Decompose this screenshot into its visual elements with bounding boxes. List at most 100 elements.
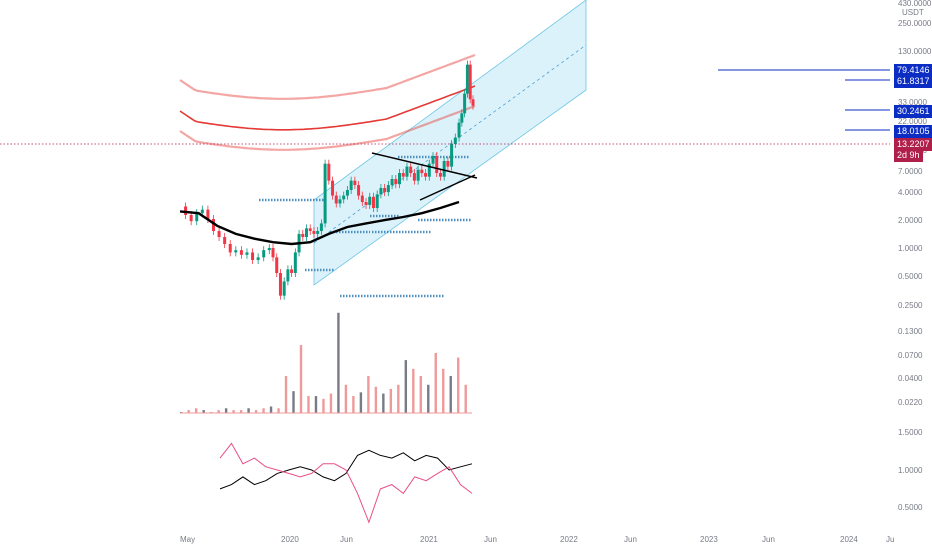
candle-body-43 — [368, 196, 372, 205]
price-tag-2: 30.2461 — [894, 105, 932, 118]
candle-body-22 — [290, 269, 294, 274]
candle-body-18 — [275, 257, 279, 274]
candle-body-68 — [460, 113, 464, 123]
time-tick-6: Jun — [624, 535, 637, 544]
lower-line-b — [219, 442, 473, 524]
candle-body-8 — [223, 237, 227, 245]
candle-body-67 — [457, 122, 461, 138]
candle-body-19 — [278, 273, 282, 296]
volume-bar-16 — [299, 345, 303, 413]
volume-bar-32 — [419, 376, 422, 413]
candle-body-26 — [305, 228, 309, 238]
candle-body-1 — [184, 206, 188, 216]
candle-body-35 — [338, 199, 342, 204]
volume-bar-10 — [254, 410, 258, 413]
price-tick-5: 22.0000 — [898, 117, 927, 126]
volume-bar-3 — [202, 410, 205, 413]
price-tag-5: 2d 9h — [894, 149, 923, 162]
price-levels — [0, 69, 890, 145]
volume-bar-33 — [427, 384, 430, 413]
unit-label: USDT — [902, 8, 924, 17]
candle-body-28 — [312, 231, 316, 234]
candle-body-54 — [409, 166, 413, 174]
volume-bar-28 — [389, 388, 393, 413]
price-tick-13: 0.1300 — [898, 327, 923, 336]
candle-body-31 — [323, 163, 327, 224]
volume-bar-6 — [224, 408, 228, 413]
price-tick-10: 1.0000 — [898, 244, 923, 253]
time-tick-3: 2021 — [420, 535, 438, 544]
candle-body-39 — [353, 180, 357, 186]
candle-body-12 — [245, 252, 249, 255]
candle-body-30 — [319, 223, 323, 232]
trendline — [371, 152, 478, 201]
candle-body-23 — [293, 252, 297, 274]
time-tick-8: Jun — [762, 535, 775, 544]
volume-bar-8 — [239, 410, 243, 413]
candle-body-56 — [416, 169, 420, 181]
price-tick-4: 33.0000 — [898, 98, 927, 107]
trendline-lower — [419, 174, 476, 201]
time-tick-1: 2020 — [281, 535, 299, 544]
volume-bar-38 — [464, 384, 467, 413]
time-axis[interactable]: May 2020 Jun 2021 Jun 2022 Jun 2023 Jun 2024 Ju — [180, 535, 894, 544]
candle-body-37 — [345, 190, 349, 196]
lower-line-a — [219, 449, 473, 490]
volume-bar-29 — [397, 384, 400, 413]
candle-body-50 — [394, 179, 398, 185]
volume-bar-19 — [322, 398, 325, 413]
volume-bar-9 — [247, 408, 250, 413]
lower-tick-1: 1.0000 — [898, 466, 923, 475]
candle-body-5 — [206, 209, 210, 219]
candle-body-52 — [401, 173, 405, 177]
candle-body-6 — [211, 219, 215, 232]
price-tick-15: 0.0400 — [898, 374, 923, 383]
candle-body-72 — [471, 99, 475, 106]
candle-body-71 — [468, 64, 472, 100]
candle-body-20 — [282, 281, 286, 296]
candle-body-17 — [271, 248, 275, 258]
volume-bar-14 — [284, 376, 288, 413]
volume-bar-5 — [217, 410, 220, 413]
candle-body-57 — [420, 169, 424, 174]
candle-body-47 — [383, 187, 387, 193]
volume-bar-35 — [442, 368, 445, 413]
volume-bar-7 — [232, 410, 235, 413]
candle-body-41 — [360, 195, 364, 203]
candle-body-7 — [217, 231, 221, 238]
candle-body-11 — [239, 250, 243, 255]
price-tag-1: 61.8317 — [894, 75, 932, 88]
volume-bar-36 — [449, 376, 452, 413]
candle-body-48 — [386, 185, 390, 193]
candle-body-49 — [390, 179, 394, 186]
candle-body-51 — [398, 173, 402, 185]
volume-bar-27 — [382, 393, 385, 413]
candle-body-65 — [450, 144, 454, 167]
volume-bar-21 — [337, 312, 340, 413]
candle-body-53 — [405, 166, 409, 177]
volume-bar-23 — [352, 396, 355, 413]
volume-bar-30 — [404, 360, 408, 413]
volume-bar-37 — [457, 357, 460, 413]
price-tick-9: 2.0000 — [898, 216, 923, 225]
candle-body-55 — [412, 173, 416, 181]
volume-bar-31 — [412, 368, 415, 413]
price-tick-2: 130.0000 — [898, 47, 932, 56]
price-tick-7: 7.0000 — [898, 167, 923, 176]
band-lower — [179, 104, 476, 151]
price-tick-14: 0.0700 — [898, 351, 923, 360]
time-tick-7: 2023 — [700, 535, 718, 544]
volume-bar-18 — [314, 396, 318, 413]
volume-bar-13 — [277, 408, 280, 413]
time-tick-4: Jun — [484, 535, 497, 544]
candle-body-38 — [349, 180, 353, 190]
candle-body-13 — [251, 252, 255, 261]
envelope-bands — [179, 53, 476, 151]
candle-body-3 — [195, 213, 199, 222]
price-tick-8: 4.0000 — [898, 188, 923, 197]
candle-body-10 — [234, 250, 238, 253]
candle-body-33 — [331, 180, 335, 196]
candle-body-27 — [308, 228, 312, 232]
candle-body-16 — [267, 248, 271, 251]
